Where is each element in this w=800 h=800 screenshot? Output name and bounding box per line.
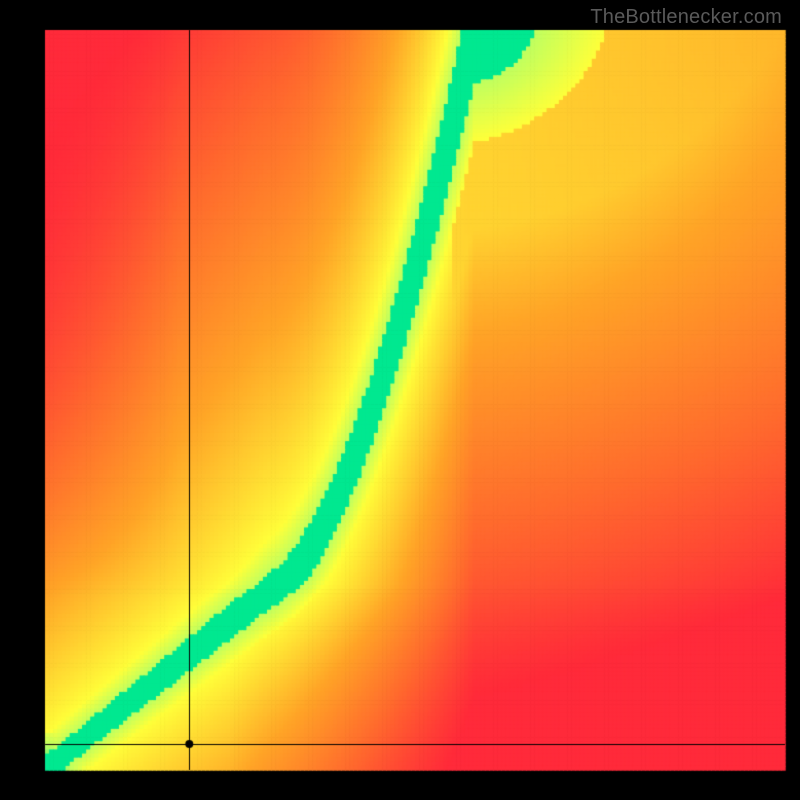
- crosshair-overlay: [0, 0, 800, 800]
- chart-container: TheBottlenecker.com: [0, 0, 800, 800]
- watermark-text: TheBottlenecker.com: [590, 6, 782, 29]
